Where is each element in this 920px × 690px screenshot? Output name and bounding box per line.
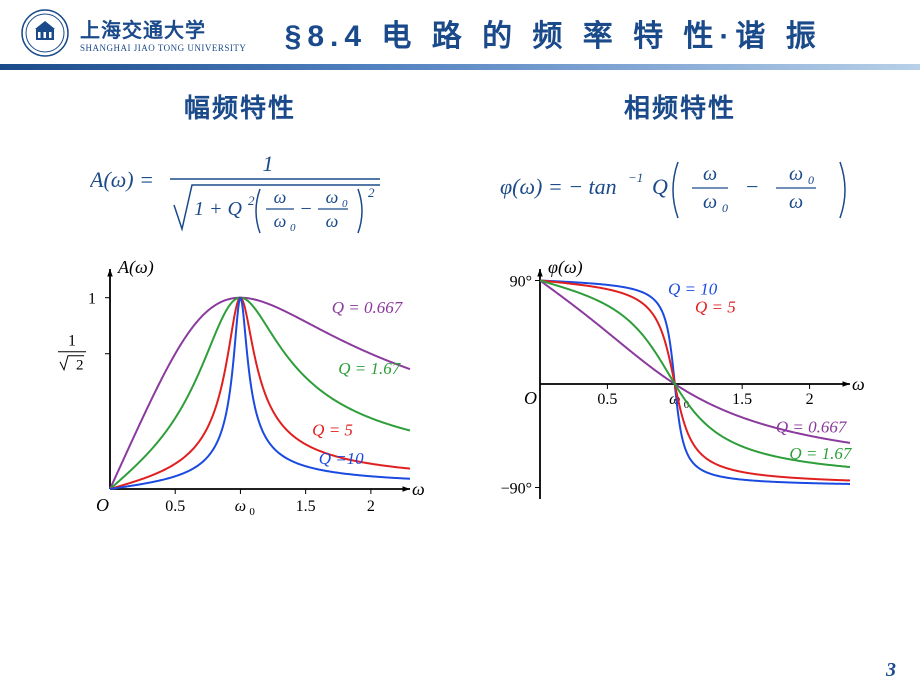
svg-text:O: O: [524, 388, 537, 408]
svg-text:Q = 0.667: Q = 0.667: [776, 417, 848, 436]
content-area: 幅频特性 A(ω) = 1 1 + Q 2 2 ω ω 0 − ω: [0, 70, 920, 529]
right-column: 相频特性 φ(ω) = − tan −1 Q ω ω 0 − ω 0 ω Oωφ…: [470, 80, 890, 529]
svg-text:Q = 1.67: Q = 1.67: [789, 444, 852, 463]
svg-text:Q = 0.667: Q = 0.667: [332, 298, 404, 317]
svg-text:−: −: [745, 174, 760, 199]
svg-text:2: 2: [248, 193, 255, 208]
svg-text:ω: ω: [703, 191, 717, 213]
svg-text:0.5: 0.5: [165, 498, 185, 515]
svg-text:Q =10: Q =10: [319, 449, 364, 468]
svg-text:φ(ω) = − tan: φ(ω) = − tan: [500, 174, 617, 199]
svg-text:Q: Q: [652, 174, 668, 199]
university-logo: [20, 8, 70, 58]
svg-text:Q = 10: Q = 10: [668, 279, 718, 298]
phase-formula: φ(ω) = − tan −1 Q ω ω 0 − ω 0 ω: [500, 135, 860, 245]
svg-text:ω: ω: [235, 498, 246, 515]
svg-text:90°: 90°: [510, 274, 532, 291]
svg-text:A(ω): A(ω): [117, 257, 154, 278]
svg-text:ω: ω: [326, 211, 339, 231]
svg-text:1: 1: [88, 291, 96, 308]
svg-text:Q = 1.67: Q = 1.67: [338, 359, 401, 378]
svg-text:φ(ω): φ(ω): [548, 257, 583, 278]
svg-text:0: 0: [342, 198, 348, 210]
svg-text:2: 2: [368, 185, 375, 200]
svg-text:Q = 5: Q = 5: [312, 420, 353, 439]
left-column: 幅频特性 A(ω) = 1 1 + Q 2 2 ω ω 0 − ω: [30, 80, 450, 529]
svg-text:0: 0: [290, 222, 296, 234]
svg-text:−90°: −90°: [501, 481, 532, 498]
right-subtitle: 相频特性: [624, 88, 736, 125]
svg-text:ω: ω: [412, 479, 425, 499]
svg-text:2: 2: [806, 391, 814, 408]
svg-text:1: 1: [68, 333, 76, 350]
svg-text:0: 0: [249, 506, 255, 518]
svg-text:ω: ω: [274, 187, 287, 207]
svg-text:1: 1: [263, 151, 274, 176]
svg-text:Q = 5: Q = 5: [695, 298, 736, 317]
svg-text:ω: ω: [789, 163, 803, 185]
svg-text:2: 2: [76, 358, 84, 374]
svg-text:1 + Q: 1 + Q: [194, 198, 242, 220]
svg-text:ω: ω: [703, 163, 717, 185]
university-name-block: 上海交通大学 SHANGHAI JIAO TONG UNIVERSITY: [80, 14, 246, 53]
svg-text:−: −: [299, 198, 313, 220]
svg-text:0.5: 0.5: [597, 391, 617, 408]
svg-text:2: 2: [367, 498, 375, 515]
left-subtitle: 幅频特性: [184, 88, 296, 125]
svg-text:1.5: 1.5: [732, 391, 752, 408]
svg-text:−1: −1: [628, 170, 643, 185]
svg-text:ω: ω: [789, 191, 803, 213]
svg-text:1.5: 1.5: [296, 498, 316, 515]
svg-text:A(ω) =: A(ω) =: [90, 167, 154, 192]
phase-chart: Oωφ(ω)0.5ω01.52−90°90°Q = 10Q = 5Q = 0.6…: [490, 249, 870, 529]
university-name-en: SHANGHAI JIAO TONG UNIVERSITY: [80, 43, 246, 53]
svg-text:ω: ω: [852, 374, 865, 394]
svg-text:0: 0: [722, 201, 728, 215]
amplitude-chart: OωA(ω)0.5ω01.52121Q = 0.667Q = 1.67Q = 5…: [50, 249, 430, 529]
svg-text:ω: ω: [274, 211, 287, 231]
page-number: 3: [886, 659, 896, 682]
university-name-cn: 上海交通大学: [80, 14, 246, 43]
svg-text:ω: ω: [326, 187, 339, 207]
slide-title: §8.4 电 路 的 频 率 特 性·谐 振: [246, 11, 900, 55]
svg-text:0: 0: [808, 173, 814, 187]
slide-header: 上海交通大学 SHANGHAI JIAO TONG UNIVERSITY §8.…: [0, 0, 920, 62]
svg-text:O: O: [96, 495, 109, 515]
amplitude-formula: A(ω) = 1 1 + Q 2 2 ω ω 0 − ω 0: [90, 135, 390, 245]
